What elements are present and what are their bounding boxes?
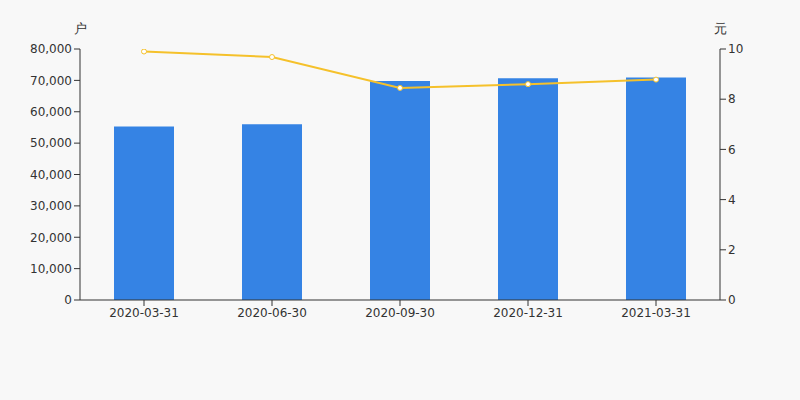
html-text:元: 元 [714, 21, 727, 36]
svg-text:30,000: 30,000 [30, 199, 72, 213]
svg-text:2020-03-31: 2020-03-31 [109, 306, 179, 320]
svg-text:50,000: 50,000 [30, 136, 72, 150]
svg-text:80,000: 80,000 [30, 42, 72, 56]
svg-text:70,000: 70,000 [30, 74, 72, 88]
svg-text:20,000: 20,000 [30, 231, 72, 245]
svg-text:0: 0 [64, 293, 72, 307]
svg-text:6: 6 [728, 143, 736, 157]
svg-text:10,000: 10,000 [30, 262, 72, 276]
html-text:户: 户 [74, 21, 87, 36]
svg-text:2020-12-31: 2020-12-31 [493, 306, 563, 320]
svg-text:2: 2 [728, 243, 736, 257]
svg-text:2020-09-30: 2020-09-30 [365, 306, 435, 320]
svg-text:0: 0 [728, 293, 736, 307]
svg-text:10: 10 [728, 42, 743, 56]
svg-text:4: 4 [728, 193, 736, 207]
svg-text:2021-03-31: 2021-03-31 [621, 306, 691, 320]
svg-text:40,000: 40,000 [30, 168, 72, 182]
svg-text:60,000: 60,000 [30, 105, 72, 119]
svg-text:2020-06-30: 2020-06-30 [237, 306, 307, 320]
svg-text:8: 8 [728, 92, 736, 106]
